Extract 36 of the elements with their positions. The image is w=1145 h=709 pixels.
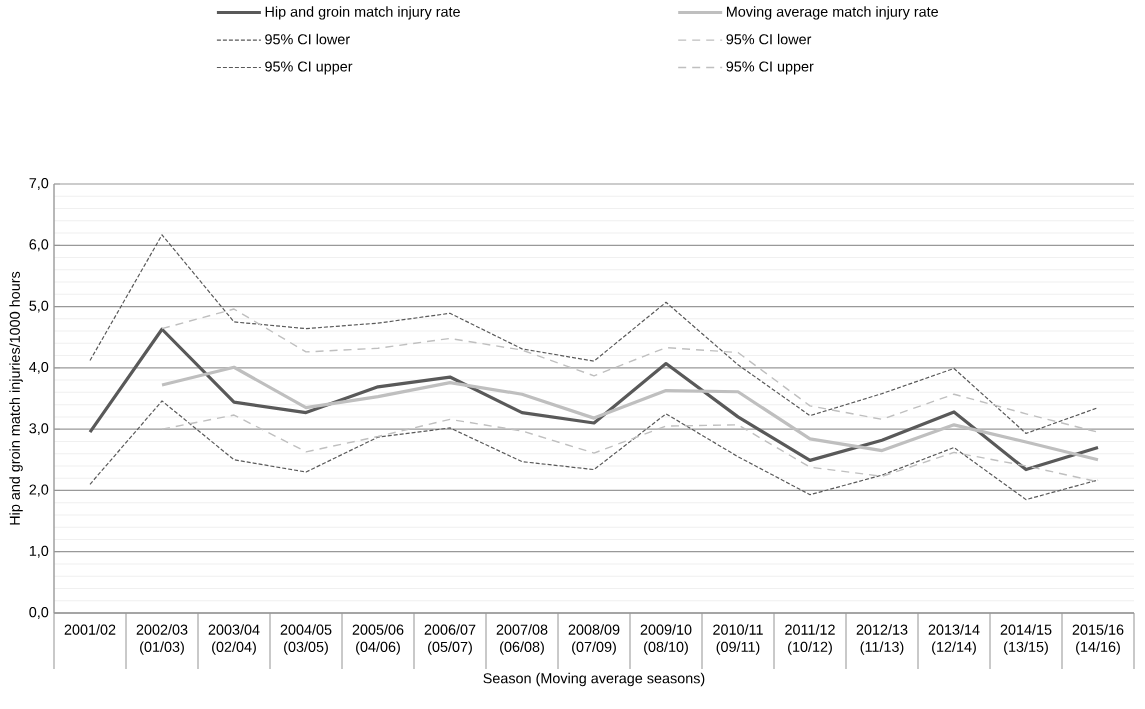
y-tick-label: 4,0	[29, 361, 49, 374]
line-series	[89, 234, 1099, 435]
x-tick-label: 2013/14 (12/14)	[928, 624, 980, 655]
y-tick-label: 2,0	[29, 484, 49, 497]
x-tick-label: 2004/05 (03/05)	[280, 624, 332, 655]
legend-label: 95% CI upper	[265, 61, 353, 75]
x-tick-label: 2008/09 (07/09)	[568, 624, 620, 655]
x-tick-label: 2012/13 (11/13)	[856, 624, 908, 655]
legend-label: Hip and groin match injury rate	[265, 6, 460, 20]
y-tick-label: 3,0	[29, 423, 49, 436]
x-tick-label: 2014/15 (13/15)	[1000, 624, 1052, 655]
x-tick-label: 2011/12 (10/12)	[785, 624, 835, 655]
y-tick-label: 1,0	[29, 545, 49, 558]
line-series	[89, 400, 1099, 501]
y-axis-title: Hip and groin match injuries/1000 hours	[9, 271, 23, 525]
y-tick-label: 0,0	[29, 607, 49, 619]
y-tick-label: 6,0	[29, 239, 49, 252]
legend-label: Moving average match injury rate	[726, 6, 939, 20]
line-series	[161, 308, 1099, 433]
x-tick-label: 2009/10 (08/10)	[640, 624, 692, 655]
line-series	[160, 365, 1100, 462]
x-tick-label: 2007/08 (06/08)	[496, 624, 548, 655]
y-tick-label: 7,0	[29, 178, 49, 190]
x-tick-label: 2006/07 (05/07)	[424, 624, 476, 655]
x-tick-label: 2005/06 (04/06)	[352, 624, 404, 655]
x-tick-label: 2003/04 (02/04)	[208, 624, 260, 655]
x-tick-label: 2010/11 (09/11)	[713, 624, 763, 655]
x-tick-label: 2015/16 (14/16)	[1072, 624, 1124, 655]
x-tick-label: 2001/02	[64, 624, 116, 635]
legend-label: 95% CI lower	[726, 33, 812, 45]
x-tick-label: 2002/03 (01/03)	[136, 624, 188, 655]
legend-label: 95% CI upper	[726, 61, 814, 75]
y-tick-label: 5,0	[29, 300, 49, 313]
x-axis-title: Season (Moving average seasons)	[483, 672, 705, 687]
line-series	[88, 327, 1100, 472]
legend-label: 95% CI lower	[265, 33, 350, 45]
